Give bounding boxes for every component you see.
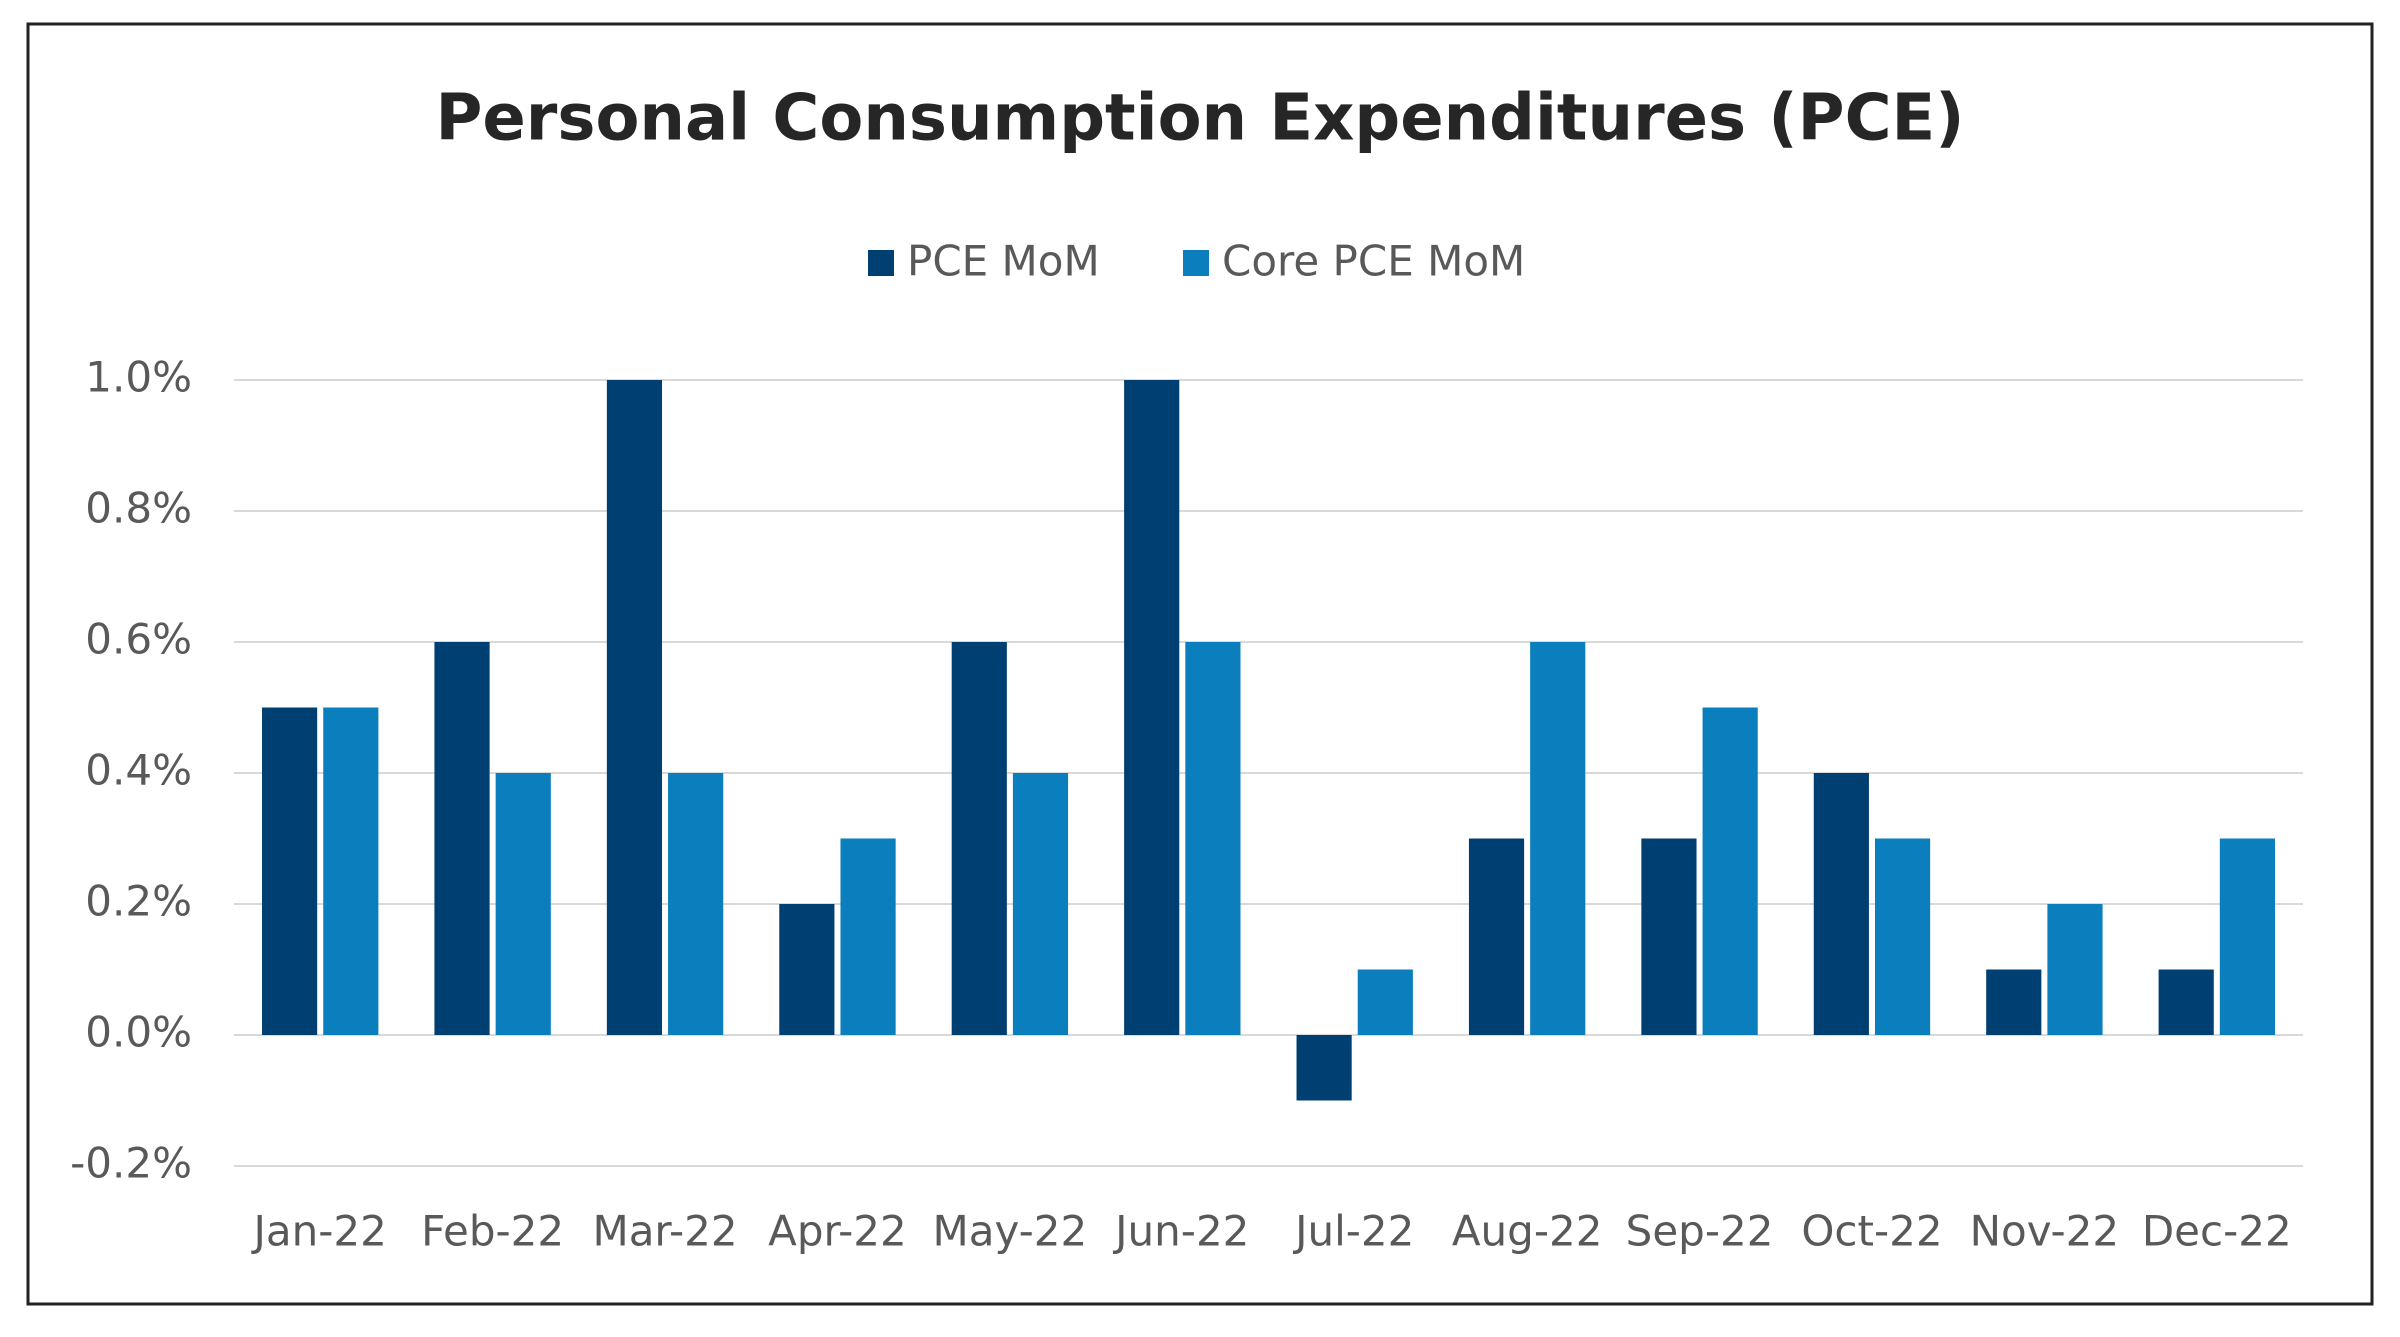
x-tick-label: Aug-22 <box>1452 1207 1603 1256</box>
bar <box>1702 707 1758 1035</box>
bar <box>323 707 379 1035</box>
legend-label: PCE MoM <box>907 237 1100 286</box>
bar <box>1357 969 1413 1035</box>
bar <box>606 380 663 1035</box>
y-tick-label: 0.8% <box>85 484 192 533</box>
y-tick-label: 0.4% <box>85 746 192 795</box>
bar <box>1124 380 1180 1035</box>
bar <box>1296 1035 1352 1101</box>
x-tick-label: Apr-22 <box>768 1207 907 1256</box>
bar <box>779 904 835 1035</box>
x-tick-label: Dec-22 <box>2142 1207 2292 1256</box>
bar <box>1185 642 1241 1035</box>
bar <box>1641 838 1697 1035</box>
bar <box>668 773 724 1035</box>
x-tick-label: Feb-22 <box>421 1207 564 1256</box>
x-tick-label: Jan-22 <box>251 1207 387 1256</box>
x-tick-label: Mar-22 <box>592 1207 737 1256</box>
legend-label: Core PCE MoM <box>1222 237 1525 286</box>
bar <box>1813 773 1869 1035</box>
bar <box>1986 969 2042 1035</box>
bar <box>2047 904 2103 1035</box>
bar <box>2219 838 2275 1035</box>
y-tick-label: 0.0% <box>85 1008 192 1057</box>
bar <box>840 838 896 1035</box>
x-tick-label: May-22 <box>933 1207 1088 1256</box>
y-tick-label: 0.2% <box>85 877 192 926</box>
bar <box>2158 969 2214 1035</box>
bar <box>951 642 1007 1035</box>
x-tick-label: Jul-22 <box>1292 1207 1414 1256</box>
x-tick-label: Jun-22 <box>1112 1207 1249 1256</box>
bar <box>1012 773 1069 1035</box>
x-tick-label: Sep-22 <box>1626 1207 1774 1256</box>
bar <box>1530 642 1586 1035</box>
legend-swatch <box>868 250 894 276</box>
y-tick-label: 0.6% <box>85 615 192 664</box>
bar <box>1468 838 1525 1035</box>
chart-title: Personal Consumption Expenditures (PCE) <box>435 82 1964 156</box>
x-tick-label: Oct-22 <box>1801 1207 1942 1256</box>
bar <box>1874 838 1931 1035</box>
y-tick-label: -0.2% <box>70 1139 192 1188</box>
x-tick-label: Nov-22 <box>1970 1207 2119 1256</box>
y-tick-label: 1.0% <box>85 353 192 402</box>
bar <box>262 707 318 1035</box>
bar <box>434 642 490 1035</box>
legend-swatch <box>1183 250 1209 276</box>
bar <box>495 773 551 1035</box>
